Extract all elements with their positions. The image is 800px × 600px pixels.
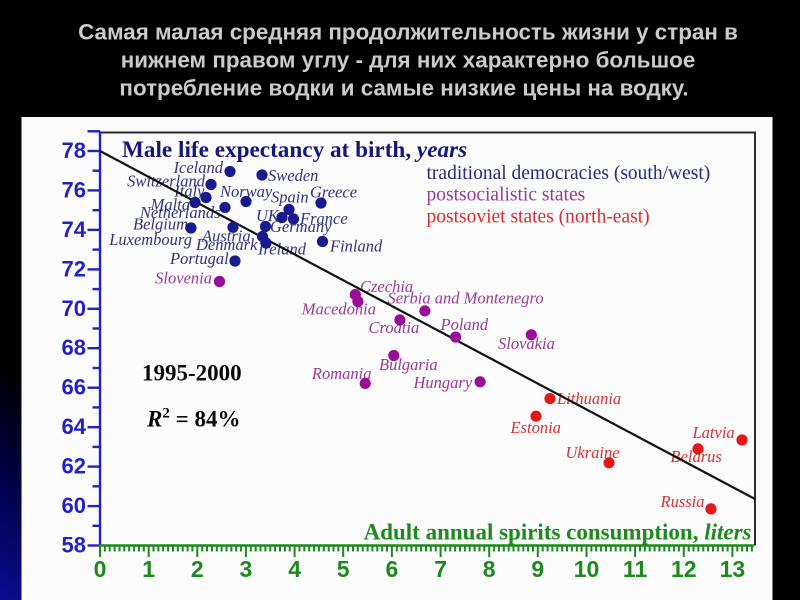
svg-text:Norway: Norway (219, 182, 273, 201)
svg-text:Самая малая средняя продолжите: Самая малая средняя продолжительность жи… (78, 20, 738, 45)
svg-text:70: 70 (62, 296, 86, 321)
svg-text:потребление водки и самые низк: потребление водки и самые низкие цены на… (119, 76, 688, 101)
svg-text:Austria: Austria (201, 227, 251, 246)
svg-text:Denmark: Denmark (195, 235, 258, 254)
svg-text:78: 78 (62, 138, 86, 163)
svg-text:1995-2000: 1995-2000 (142, 361, 242, 386)
svg-text:Estonia: Estonia (510, 418, 561, 437)
svg-text:UK: UK (256, 206, 280, 225)
svg-text:Ukraine: Ukraine (566, 443, 620, 462)
svg-text:72: 72 (62, 256, 86, 281)
svg-text:2: 2 (191, 556, 204, 582)
svg-text:Portugal: Portugal (169, 249, 229, 268)
svg-text:Russia: Russia (660, 492, 705, 511)
svg-text:Italy: Italy (173, 182, 205, 201)
svg-text:postsoviet states (north-east): postsoviet states (north-east) (427, 207, 650, 228)
svg-text:12: 12 (671, 556, 697, 582)
svg-text:66: 66 (62, 375, 86, 400)
svg-text:Luxembourg: Luxembourg (108, 230, 192, 249)
svg-text:5: 5 (337, 556, 350, 582)
svg-text:Romania: Romania (311, 364, 372, 383)
svg-text:6: 6 (386, 556, 399, 582)
svg-text:Bulgaria: Bulgaria (379, 355, 438, 374)
svg-text:74: 74 (62, 217, 87, 242)
svg-text:Spain: Spain (271, 188, 309, 207)
svg-text:Croatia: Croatia (369, 318, 420, 337)
svg-text:Male life expectancy at birth,: Male life expectancy at birth, years (122, 137, 467, 163)
svg-text:Hungary: Hungary (413, 373, 473, 392)
svg-text:France: France (299, 209, 348, 228)
svg-text:R2 = 84%: R2 = 84% (146, 406, 240, 432)
svg-text:8: 8 (483, 556, 496, 582)
svg-text:3: 3 (240, 556, 253, 582)
svg-text:9: 9 (531, 556, 544, 582)
svg-text:62: 62 (62, 454, 86, 479)
svg-text:Slovakia: Slovakia (498, 334, 555, 353)
svg-text:76: 76 (62, 177, 86, 202)
svg-text:Slovenia: Slovenia (155, 269, 212, 288)
svg-text:Latvia: Latvia (692, 423, 735, 442)
svg-text:Czechia: Czechia (360, 277, 413, 296)
svg-text:13: 13 (720, 556, 746, 582)
svg-text:1: 1 (142, 556, 155, 582)
svg-text:Finland: Finland (329, 237, 383, 256)
svg-text:Sweden: Sweden (268, 166, 318, 185)
svg-text:60: 60 (62, 493, 86, 518)
svg-text:Adult annual spirits consumpti: Adult annual spirits consumption, liters (364, 520, 752, 545)
svg-text:Belgium: Belgium (133, 215, 188, 234)
svg-text:Macedonia: Macedonia (301, 300, 376, 319)
svg-text:Serbia and Montenegro: Serbia and Montenegro (388, 289, 544, 308)
svg-text:Lithuania: Lithuania (556, 389, 621, 408)
svg-text:10: 10 (574, 556, 600, 582)
svg-text:traditional democracies (south: traditional democracies (south/west) (427, 163, 711, 184)
svg-text:нижнем правом углу - для них х: нижнем правом углу - для них характерно … (121, 48, 696, 73)
svg-text:7: 7 (434, 556, 447, 582)
svg-text:Netherlands: Netherlands (139, 203, 221, 222)
svg-text:Iceland: Iceland (173, 158, 224, 177)
svg-text:11: 11 (623, 556, 648, 582)
svg-text:68: 68 (62, 335, 86, 360)
svg-text:64: 64 (62, 414, 87, 439)
svg-text:58: 58 (62, 533, 86, 558)
svg-text:0: 0 (94, 556, 107, 582)
svg-text:4: 4 (288, 556, 301, 582)
svg-text:postsocialistic states: postsocialistic states (427, 185, 586, 206)
svg-text:Poland: Poland (440, 315, 489, 334)
svg-text:Greece: Greece (310, 183, 357, 202)
svg-text:Malta: Malta (150, 195, 190, 214)
